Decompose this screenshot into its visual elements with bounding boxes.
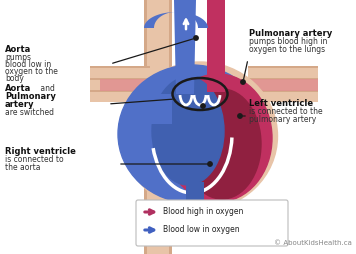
Bar [248, 90, 318, 102]
Polygon shape [144, 94, 172, 124]
Ellipse shape [118, 65, 266, 203]
Text: oxygen to the: oxygen to the [5, 67, 58, 76]
Bar [248, 78, 318, 80]
Text: Right ventricle: Right ventricle [5, 147, 76, 156]
Polygon shape [207, 0, 225, 92]
Bar [248, 79, 318, 91]
Text: is connected to: is connected to [5, 155, 64, 164]
Text: Blood high in oxygen: Blood high in oxygen [163, 208, 244, 216]
Bar [169, 0, 172, 254]
Text: pumps blood high in: pumps blood high in [249, 37, 328, 46]
Bar [90, 78, 150, 90]
Text: © AboutKidsHealth.ca: © AboutKidsHealth.ca [274, 240, 352, 246]
Text: and: and [38, 84, 55, 93]
Circle shape [241, 80, 245, 84]
Bar [248, 66, 318, 78]
Text: Pulmonary artery: Pulmonary artery [249, 29, 332, 38]
Text: body: body [5, 74, 24, 83]
Bar [248, 90, 318, 92]
Circle shape [208, 162, 212, 166]
Bar [100, 79, 155, 91]
Polygon shape [144, 12, 208, 28]
Ellipse shape [183, 89, 261, 199]
FancyBboxPatch shape [136, 200, 288, 246]
Polygon shape [186, 182, 204, 214]
Text: pumps: pumps [5, 53, 31, 62]
Circle shape [194, 36, 198, 40]
Text: Blood low in oxygen: Blood low in oxygen [163, 226, 240, 234]
Text: blood low in: blood low in [5, 60, 51, 69]
Text: pulmonary artery: pulmonary artery [249, 115, 316, 124]
Bar [248, 78, 318, 90]
Circle shape [238, 114, 242, 118]
Text: the aorta: the aorta [5, 163, 41, 172]
Bar [90, 78, 150, 80]
Text: Aorta: Aorta [5, 45, 31, 54]
Bar [90, 66, 150, 68]
Polygon shape [174, 0, 196, 94]
Bar [90, 66, 150, 78]
Text: Pulmonary: Pulmonary [5, 92, 56, 101]
Text: Aorta: Aorta [5, 84, 31, 93]
Text: artery: artery [5, 100, 35, 109]
Text: Left ventricle: Left ventricle [249, 99, 313, 108]
Ellipse shape [152, 77, 224, 185]
Bar [144, 0, 147, 254]
Text: is connected to the: is connected to the [249, 107, 323, 116]
Text: oxygen to the lungs: oxygen to the lungs [249, 45, 325, 54]
Circle shape [201, 104, 205, 108]
Bar [90, 90, 150, 92]
Ellipse shape [164, 74, 272, 202]
Bar [90, 90, 150, 102]
Bar [248, 66, 318, 68]
Ellipse shape [122, 62, 277, 210]
Text: are switched: are switched [5, 108, 54, 117]
Bar [144, 0, 172, 254]
